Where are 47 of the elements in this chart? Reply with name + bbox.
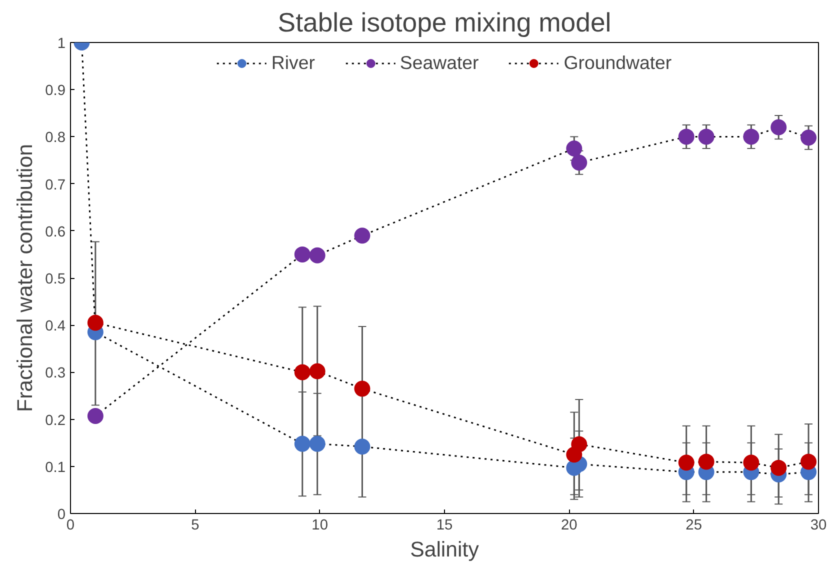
x-tick-label: 10 xyxy=(312,518,328,534)
point xyxy=(354,380,370,397)
point xyxy=(678,454,694,471)
y-tick-label: 0.7 xyxy=(45,177,66,194)
point xyxy=(354,438,370,455)
y-tick-label: 0.2 xyxy=(45,412,66,429)
x-tick-label: 30 xyxy=(810,518,827,534)
point xyxy=(309,363,326,380)
point xyxy=(87,408,104,424)
y-tick-label: 0.5 xyxy=(45,272,66,288)
legend-label: Groundwater xyxy=(564,52,672,74)
y-tick-label: 0.4 xyxy=(45,318,66,335)
y-tick-label: 0.9 xyxy=(45,83,66,100)
y-tick-label: 1 xyxy=(57,36,66,52)
point xyxy=(770,119,787,136)
y-tick-label: 0.8 xyxy=(45,130,66,146)
y-tick-label: 0.1 xyxy=(45,460,66,476)
point xyxy=(743,128,760,145)
point xyxy=(698,128,714,145)
y-tick-label: 0 xyxy=(57,507,66,523)
point xyxy=(571,154,588,171)
y-tick-label: 0.6 xyxy=(45,224,66,240)
chart-title: Stable isotope mixing model xyxy=(278,8,612,38)
point xyxy=(309,247,326,264)
x-tick-label: 5 xyxy=(191,518,200,534)
legend-label: River xyxy=(271,52,315,74)
legend-label: Seawater xyxy=(400,52,479,74)
point xyxy=(566,140,582,156)
point xyxy=(309,436,326,452)
point xyxy=(800,454,817,470)
point xyxy=(354,228,370,244)
x-tick-label: 15 xyxy=(436,518,453,534)
point xyxy=(770,460,787,476)
point xyxy=(571,436,588,452)
point xyxy=(294,364,310,380)
y-tick-label: 0.3 xyxy=(45,366,66,382)
point xyxy=(87,314,104,331)
point xyxy=(294,436,310,452)
point xyxy=(698,454,714,470)
x-tick-label: 20 xyxy=(561,518,578,534)
point xyxy=(800,130,817,146)
point xyxy=(294,246,310,262)
point xyxy=(678,128,694,145)
point xyxy=(743,454,760,471)
y-axis-title: Fractional water contribution xyxy=(13,144,38,412)
x-tick-label: 25 xyxy=(686,518,702,534)
x-axis-title: Salinity xyxy=(410,538,480,562)
